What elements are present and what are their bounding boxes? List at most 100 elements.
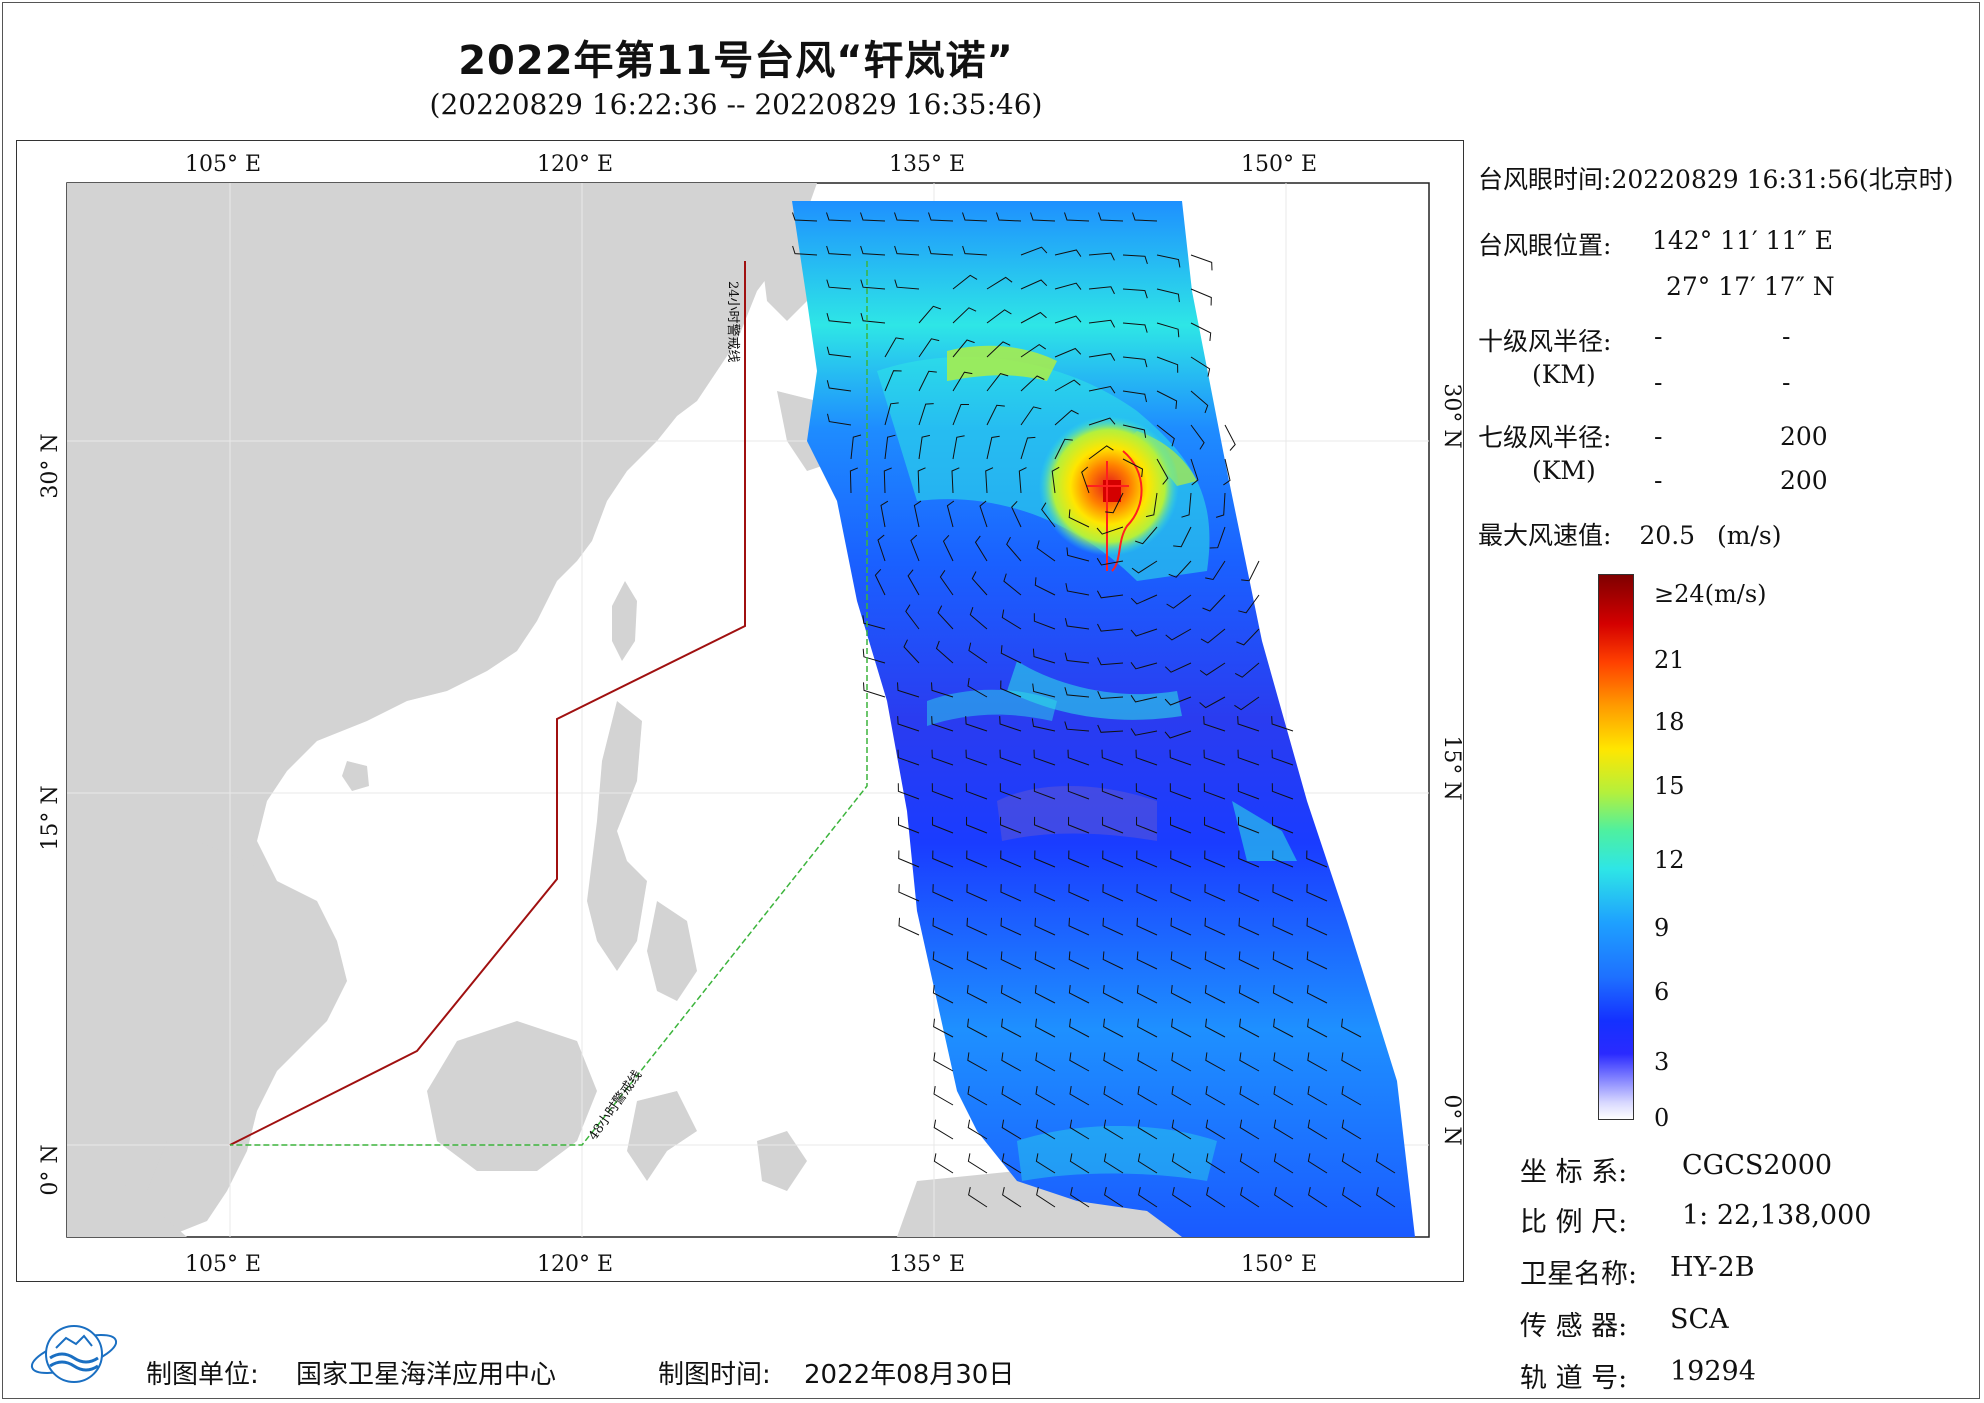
wind-barb: [1034, 850, 1056, 868]
wind-barb: [1068, 509, 1090, 528]
wind-barb: [1103, 1119, 1124, 1140]
wind-barb: [931, 716, 954, 732]
wind-barb: [860, 212, 886, 222]
wind-barb: [1000, 951, 1022, 970]
wind-barb: [907, 569, 920, 596]
wind-barb: [1203, 816, 1226, 834]
wind-barb: [1020, 343, 1047, 358]
wind-barb: [1020, 406, 1042, 426]
wind-barb: [932, 951, 954, 970]
wind-barb: [986, 276, 1013, 290]
r10-v3: -: [1654, 368, 1663, 397]
wind-barb: [1035, 1052, 1056, 1072]
wind-barb: [1034, 985, 1056, 1004]
wind-barb: [1171, 1153, 1192, 1174]
wind-barb: [1001, 1119, 1022, 1140]
wind-barb: [1341, 1018, 1362, 1038]
wind-barb: [1234, 696, 1260, 711]
wind-barb: [1272, 985, 1294, 1004]
r10-v4: -: [1782, 368, 1791, 397]
wind-barb: [1274, 1186, 1294, 1208]
wind-barb: [1088, 252, 1115, 261]
lon-tick-top-135: 135° E: [889, 152, 965, 177]
wind-barb: [1273, 1153, 1294, 1174]
wind-barb: [1209, 526, 1226, 549]
wind-barb: [1000, 645, 1022, 664]
lat-tick-right-0: 0° N: [1439, 1094, 1464, 1145]
wind-barb: [826, 346, 852, 358]
wind-barb: [1341, 1119, 1362, 1140]
eye-pos-label: 台风眼位置:: [1478, 231, 1612, 260]
wind-barb: [1205, 1052, 1226, 1072]
wind-barb: [1064, 212, 1090, 222]
wind-barb: [1130, 594, 1158, 605]
wind-barb: [1306, 884, 1328, 902]
sensor-label: 传 感 器:: [1520, 1311, 1628, 1342]
wind-barb: [1035, 1086, 1056, 1106]
production-time-label: 制图时间:: [658, 1360, 771, 1390]
satellite-label: 卫星名称:: [1520, 1259, 1638, 1290]
wind-barb: [1069, 1086, 1090, 1106]
warning-line-48h: [230, 261, 868, 1146]
wind-swath: [792, 201, 1415, 1237]
wind-barb: [962, 212, 988, 222]
wind-barb: [1341, 1153, 1362, 1174]
wind-barb: [1205, 1086, 1226, 1106]
wind-barb: [1066, 547, 1090, 562]
wind-barb: [1341, 1052, 1362, 1072]
wind-barb: [969, 607, 988, 630]
wind-barb: [1068, 850, 1090, 868]
map-panel: 24小时警戒线 48小时警戒线 105° E 120° E 135° E 150…: [16, 140, 1464, 1282]
wind-barb: [1018, 467, 1027, 494]
wind-barb: [1190, 254, 1213, 271]
wind-barb: [1169, 816, 1192, 834]
wind-barb: [894, 245, 920, 256]
wind-barb: [1000, 680, 1022, 698]
wind-barb: [1240, 1186, 1260, 1208]
wind-barb: [1341, 1086, 1362, 1106]
wind-barb: [966, 951, 988, 970]
wind-barb: [1034, 917, 1056, 936]
wind-barb: [1035, 1018, 1056, 1038]
wind-barb: [967, 1086, 988, 1106]
wind-barb: [1102, 884, 1124, 902]
production-time-value: 2022年08月30日: [804, 1360, 1015, 1390]
wind-barb: [1054, 249, 1082, 257]
wind-barb: [1164, 730, 1192, 739]
wind-barb: [826, 380, 852, 392]
r10-unit: (KM): [1532, 360, 1596, 389]
wind-barb: [1239, 1153, 1260, 1174]
wind-barb: [860, 245, 886, 256]
wind-barb: [1190, 424, 1205, 450]
wind-barb: [1001, 1153, 1022, 1174]
eye-lat: 27° 17′ 17″ N: [1666, 272, 1835, 301]
wind-barb: [897, 682, 920, 698]
nsoas-logo: [26, 1310, 122, 1394]
wind-barb: [1001, 1086, 1022, 1106]
wind-barb: [1064, 652, 1090, 664]
wind-barb: [1070, 1186, 1090, 1208]
wind-barb: [1033, 783, 1056, 800]
wind-barb: [1238, 850, 1260, 868]
wind-barb: [1156, 356, 1179, 373]
lat-tick-left-0: 0° N: [38, 1144, 63, 1195]
wind-barb: [1170, 951, 1192, 970]
wind-barb: [1204, 985, 1226, 1004]
wind-barb: [1064, 618, 1090, 630]
wind-barb: [1273, 1119, 1294, 1140]
wind-barb: [827, 413, 852, 426]
legend-label-3: 3: [1654, 1048, 1670, 1076]
wind-barb: [1097, 657, 1124, 666]
wind-barb: [1068, 917, 1090, 936]
wind-barb: [931, 816, 954, 834]
wind-barb: [874, 568, 886, 596]
wind-barb: [1064, 721, 1090, 732]
legend-label-6: 6: [1654, 978, 1670, 1006]
wind-barb: [1130, 662, 1158, 670]
wind-barb: [1105, 492, 1124, 514]
wind-barb: [1190, 322, 1212, 341]
wind-barb: [1068, 884, 1090, 902]
max-wind-unit: (m/s): [1717, 521, 1782, 550]
wind-barb: [971, 571, 988, 596]
wind-barb: [1156, 254, 1181, 268]
